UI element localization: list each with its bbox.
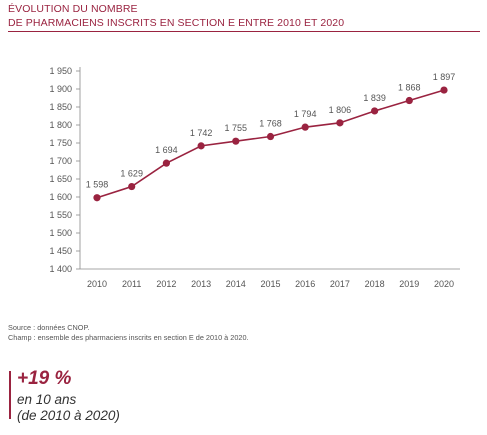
data-label: 1 768 [259, 119, 282, 129]
y-tick-label: 1 500 [49, 228, 72, 238]
data-point [405, 96, 413, 105]
y-axis: 1 400 1 450 1 500 1 550 1 600 1 650 1 700 1 750… [49, 66, 81, 274]
x-tick-label: 2011 [122, 279, 141, 289]
kpi-accent-bar [9, 371, 11, 419]
data-label: 1 755 [225, 123, 248, 133]
x-tick-label: 2016 [295, 279, 315, 289]
data-label: 1 598 [86, 180, 109, 190]
y-tick-label: 1 900 [49, 84, 72, 94]
data-label: 1 794 [294, 109, 317, 119]
data-label: 1 694 [155, 145, 178, 155]
kpi-line-2: (de 2010 à 2020) [17, 408, 120, 423]
x-tick-label: 2020 [434, 279, 454, 289]
data-label: 1 839 [363, 93, 386, 103]
x-tick-label: 2018 [365, 279, 385, 289]
x-tick-label: 2017 [330, 279, 350, 289]
data-point [266, 132, 275, 141]
y-tick-label: 1 600 [49, 192, 72, 202]
chart-title-line-2: DE PHARMACIENS INSCRITS EN SECTION E ENT… [8, 17, 345, 29]
x-tick-label: 2014 [226, 279, 246, 289]
data-point [93, 194, 101, 202]
data-label: 1 742 [190, 128, 213, 138]
data-label: 1 806 [329, 105, 352, 115]
x-tick-label: 2019 [399, 279, 419, 289]
y-tick-label: 1 450 [49, 246, 72, 256]
y-tick-label: 1 700 [49, 156, 72, 166]
y-tick-label: 1 550 [49, 210, 72, 220]
x-tick-label: 2013 [191, 279, 211, 289]
title-divider [8, 31, 480, 32]
source-text: Source : données CNOP. [8, 323, 90, 332]
data-label: 1 868 [398, 83, 421, 93]
data-point [128, 182, 136, 191]
source-notes: Source : données CNOP. Champ : ensemble … [8, 323, 249, 343]
chart-title-line-1: ÉVOLUTION DU NOMBRE [8, 3, 138, 15]
scope-text: Champ : ensemble des pharmaciens inscrit… [8, 333, 249, 342]
series-line-group [93, 86, 448, 202]
y-tick-label: 1 950 [49, 66, 72, 76]
y-tick-label: 1 750 [49, 138, 72, 148]
x-axis: 2010 2011 2012 2013 2014 2015 2016 2017 2018 2019… [80, 268, 460, 289]
data-point [162, 159, 170, 167]
data-label: 1 629 [120, 169, 143, 179]
data-point [301, 123, 309, 131]
chart-title: ÉVOLUTION DU NOMBRE DE PHARMACIENS INSCR… [8, 2, 344, 30]
x-tick-label: 2012 [156, 279, 176, 289]
x-tick-label: 2015 [260, 279, 280, 289]
line-chart: 1 400 1 450 1 500 1 550 1 600 1 650 1 700 1 750… [49, 66, 460, 289]
data-point [336, 119, 344, 127]
data-point [197, 142, 205, 150]
data-point [232, 137, 240, 145]
kpi-line-1: en 10 ans [17, 392, 77, 407]
data-labels: 1 598 1 629 1 694 1 742 1 755 1 768 1 794 1 806… [86, 72, 456, 190]
y-tick-label: 1 800 [49, 120, 72, 130]
data-point [371, 107, 379, 115]
y-tick-label: 1 850 [49, 102, 72, 112]
series-line [96, 89, 445, 199]
y-tick-label: 1 650 [49, 174, 72, 184]
y-tick-label: 1 400 [49, 264, 72, 274]
kpi-value: +19 % [17, 368, 72, 389]
data-label: 1 897 [433, 72, 456, 82]
x-tick-label: 2010 [87, 279, 107, 289]
data-point [440, 86, 448, 94]
